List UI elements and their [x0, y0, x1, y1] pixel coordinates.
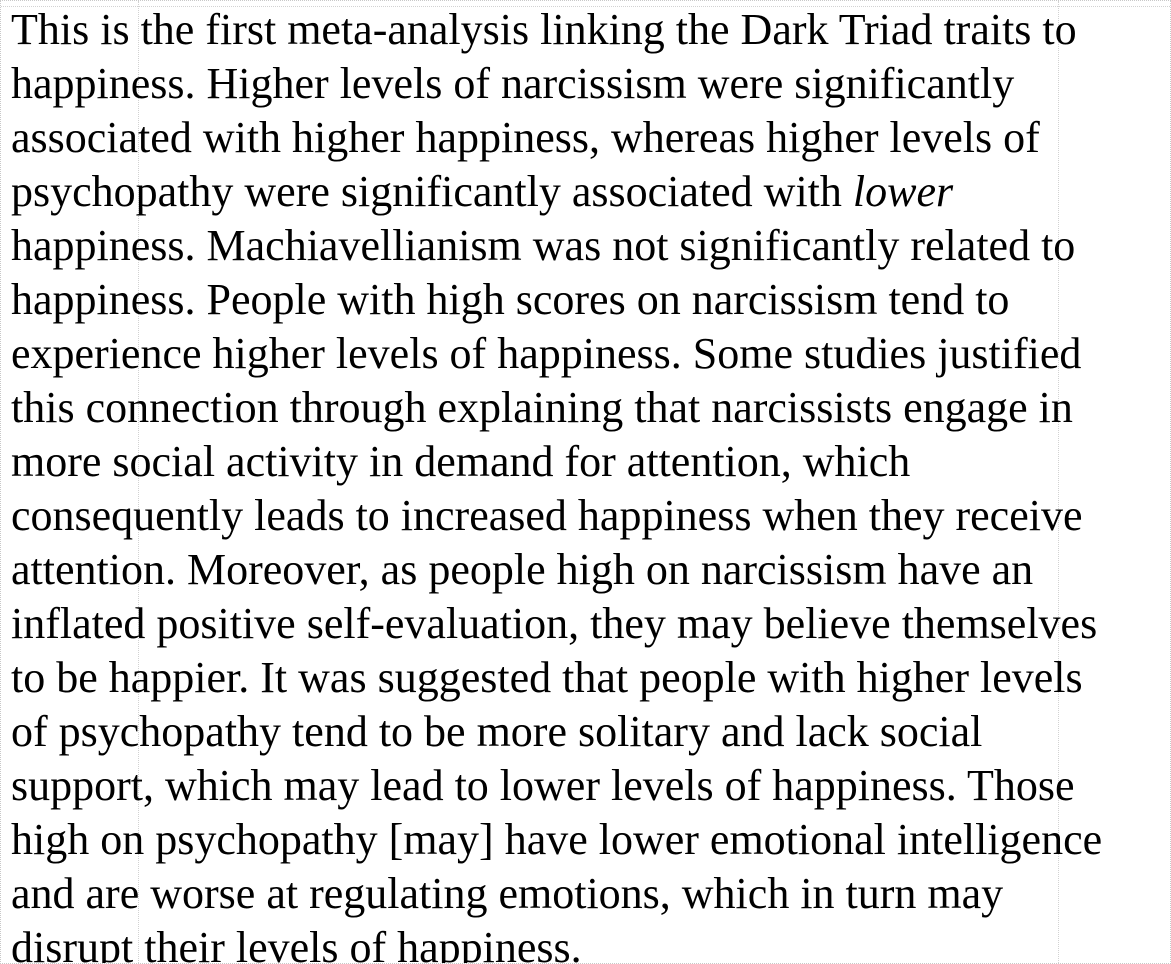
text-fragment: psychopathy were significantly associate… — [11, 167, 853, 216]
text-line: of psychopathy tend to be more solitary … — [11, 707, 983, 756]
text-line: happiness. Machiavellianism was not sign… — [11, 221, 1076, 270]
text-line: more social activity in demand for atten… — [11, 437, 911, 486]
layout-guide-horizontal — [1, 6, 1170, 7]
text-line: happiness. Higher levels of narcissism w… — [11, 59, 1015, 108]
text-line: support, which may lead to lower levels … — [11, 761, 1075, 810]
emphasized-word: lower — [852, 167, 954, 216]
text-line: consequently leads to increased happines… — [11, 491, 1083, 540]
text-line: happiness. People with high scores on na… — [11, 275, 1010, 324]
layout-guide-vertical — [1058, 1, 1059, 963]
text-line: high on psychopathy [may] have lower emo… — [11, 815, 1103, 864]
text-line: and are worse at regulating emotions, wh… — [11, 869, 1004, 918]
text-line: attention. Moreover, as people high on n… — [11, 545, 1034, 594]
text-line: This is the first meta-analysis linking … — [11, 5, 1077, 54]
text-line: this connection through explaining that … — [11, 383, 1073, 432]
paragraph: This is the first meta-analysis linking … — [11, 3, 1170, 964]
text-line: experience higher levels of happiness. S… — [11, 329, 1082, 378]
text-line: inflated positive self-evaluation, they … — [11, 599, 1098, 648]
text-line: disrupt their levels of happiness. — [11, 923, 582, 964]
text-line-with-emphasis: psychopathy were significantly associate… — [11, 165, 1170, 219]
text-line: associated with higher happiness, wherea… — [11, 113, 1040, 162]
layout-guide-vertical — [138, 1, 139, 963]
text-line: to be happier. It was suggested that peo… — [11, 653, 1083, 702]
